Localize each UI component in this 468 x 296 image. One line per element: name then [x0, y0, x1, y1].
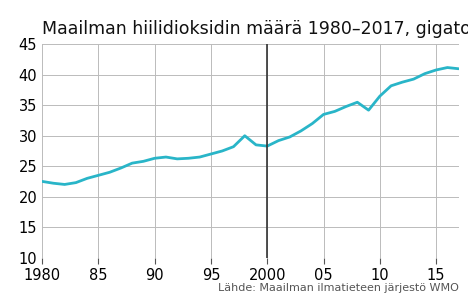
- Text: Lähde: Maailman ilmatieteen järjestö WMO: Lähde: Maailman ilmatieteen järjestö WMO: [218, 283, 459, 293]
- Text: Maailman hiilidioksidin määrä 1980–2017, gigatonnia: Maailman hiilidioksidin määrä 1980–2017,…: [42, 20, 468, 38]
